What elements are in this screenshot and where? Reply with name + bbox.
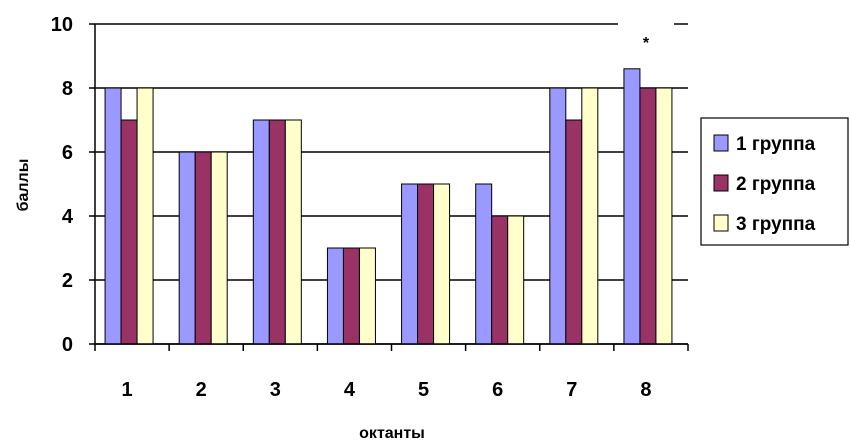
x-tick-label: 1 <box>122 379 133 401</box>
bar-1-3 <box>252 119 270 345</box>
significance-marker: * <box>643 35 650 52</box>
bar-3-4 <box>358 247 376 345</box>
bar-3-8 <box>655 87 673 345</box>
y-tick-label: 6 <box>62 142 73 164</box>
legend-label-2: 2 группа <box>736 174 816 195</box>
legend-swatch-1 <box>713 134 729 152</box>
y-tick-label: 0 <box>62 334 73 356</box>
annotation-background <box>617 16 674 66</box>
y-tick-label: 2 <box>62 270 73 292</box>
bar-1-1 <box>104 87 122 345</box>
x-tick-label: 3 <box>270 379 281 401</box>
x-tick-label: 8 <box>640 379 651 401</box>
bar-2-2 <box>194 151 212 345</box>
legend-swatch-3 <box>713 214 729 232</box>
bar-2-8 <box>639 87 657 345</box>
y-tick-labels: 0 2 4 6 8 10 <box>51 14 74 356</box>
bar-1-2 <box>178 151 196 345</box>
bar-2-1 <box>120 119 138 345</box>
bar-2-7 <box>565 119 583 345</box>
x-tick-label: 4 <box>344 379 356 401</box>
annotations: * <box>617 16 674 66</box>
y-tick-label: 10 <box>51 14 73 36</box>
y-axis-title: баллы <box>15 159 32 212</box>
x-tick-label: 5 <box>418 379 429 401</box>
legend-label-3: 3 группа <box>736 214 816 235</box>
bar-3-3 <box>284 119 302 345</box>
bar-1-7 <box>549 87 567 345</box>
x-tick-labels: 1 2 3 4 5 6 7 8 <box>122 379 652 401</box>
bar-3-6 <box>507 215 525 345</box>
legend-label-1: 1 группа <box>736 134 816 155</box>
x-tick-label: 2 <box>196 379 207 401</box>
legend: 1 группа 2 группа 3 группа <box>700 117 849 246</box>
x-axis-title: октанты <box>359 425 425 440</box>
bars <box>104 68 673 345</box>
bar-3-7 <box>581 87 599 345</box>
x-tick-label: 7 <box>566 379 577 401</box>
axes <box>89 23 689 351</box>
bar-2-4 <box>342 247 360 345</box>
bar-1-5 <box>401 183 419 345</box>
bar-1-4 <box>326 247 344 345</box>
y-tick-label: 8 <box>62 78 73 100</box>
bar-3-5 <box>433 183 451 345</box>
y-tick-label: 4 <box>62 206 74 228</box>
legend-swatch-2 <box>713 174 729 192</box>
bar-2-3 <box>268 119 286 345</box>
bar-3-2 <box>210 151 228 345</box>
bar-2-5 <box>417 183 435 345</box>
x-tick-label: 6 <box>492 379 503 401</box>
bar-1-8 <box>623 68 641 345</box>
bar-2-6 <box>491 215 509 345</box>
bar-1-6 <box>475 183 493 345</box>
bar-3-1 <box>136 87 154 345</box>
